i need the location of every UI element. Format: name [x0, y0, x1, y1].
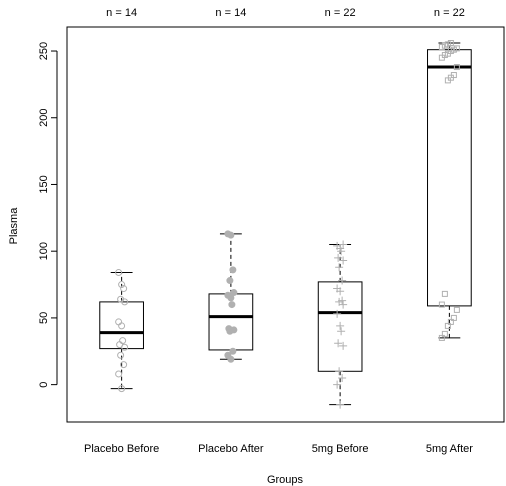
boxes-layer	[99, 42, 472, 406]
y-tick-label: 150	[38, 175, 50, 193]
points-layer	[115, 40, 460, 409]
y-tick-label: 250	[38, 42, 50, 60]
count-label: n = 22	[434, 7, 465, 19]
y-tick-label: 100	[38, 242, 50, 260]
data-point	[450, 314, 457, 321]
data-point	[338, 296, 347, 305]
data-point	[115, 269, 123, 277]
count-label: n = 14	[215, 7, 246, 19]
data-point	[118, 385, 126, 393]
data-point	[453, 64, 460, 71]
data-point	[441, 290, 448, 297]
data-point	[226, 277, 234, 285]
count-label: n = 14	[106, 7, 137, 19]
y-axis: 0 50 100 150 200 250	[38, 42, 58, 388]
y-tick-label: 50	[38, 312, 50, 324]
x-tick-label: 5mg Before	[312, 443, 369, 455]
data-point	[333, 309, 342, 318]
data-point	[333, 241, 342, 250]
plot-border	[66, 26, 505, 423]
plot-frame	[66, 26, 505, 423]
data-point	[336, 321, 345, 330]
box-iqr	[427, 49, 472, 307]
data-point	[438, 301, 445, 308]
data-point	[230, 289, 238, 297]
data-point	[118, 281, 126, 289]
data-point	[224, 291, 232, 299]
data-point	[224, 230, 232, 238]
data-point	[229, 266, 237, 274]
data-point	[333, 284, 342, 293]
x-tick-labels: Placebo Before Placebo After 5mg Before 5mg…	[84, 443, 473, 455]
count-label: n = 22	[325, 7, 356, 19]
data-point	[334, 339, 343, 348]
y-tick-label: 0	[38, 382, 50, 388]
data-point	[339, 341, 348, 350]
count-labels: n = 14 n = 14 n = 22 n = 22	[106, 7, 465, 19]
data-point	[447, 40, 454, 47]
data-point	[453, 45, 460, 52]
data-point	[450, 72, 457, 79]
data-point	[334, 253, 343, 262]
data-point	[229, 347, 237, 355]
x-tick-label: Placebo After	[198, 443, 264, 455]
x-tick-label: 5mg After	[426, 443, 473, 455]
data-point	[441, 330, 448, 337]
data-point	[333, 380, 342, 389]
data-point	[336, 400, 345, 409]
data-point	[224, 351, 232, 359]
data-point	[228, 301, 236, 309]
x-axis-title: Groups	[267, 474, 304, 486]
data-point	[119, 337, 127, 345]
data-point	[338, 276, 347, 285]
data-point	[339, 240, 348, 249]
data-point	[338, 373, 347, 382]
data-point	[337, 327, 346, 336]
data-point	[335, 263, 344, 272]
data-point	[335, 367, 344, 376]
data-point	[339, 256, 348, 265]
y-axis-title: Plasma	[8, 207, 20, 245]
data-point	[453, 306, 460, 313]
data-point	[225, 325, 233, 333]
data-point	[115, 370, 123, 378]
data-point	[117, 295, 125, 303]
data-point	[115, 318, 123, 326]
data-point	[117, 351, 125, 359]
x-tick-label: Placebo Before	[84, 443, 159, 455]
y-tick-label: 200	[38, 109, 50, 127]
data-point	[120, 361, 128, 369]
data-point	[120, 285, 128, 293]
